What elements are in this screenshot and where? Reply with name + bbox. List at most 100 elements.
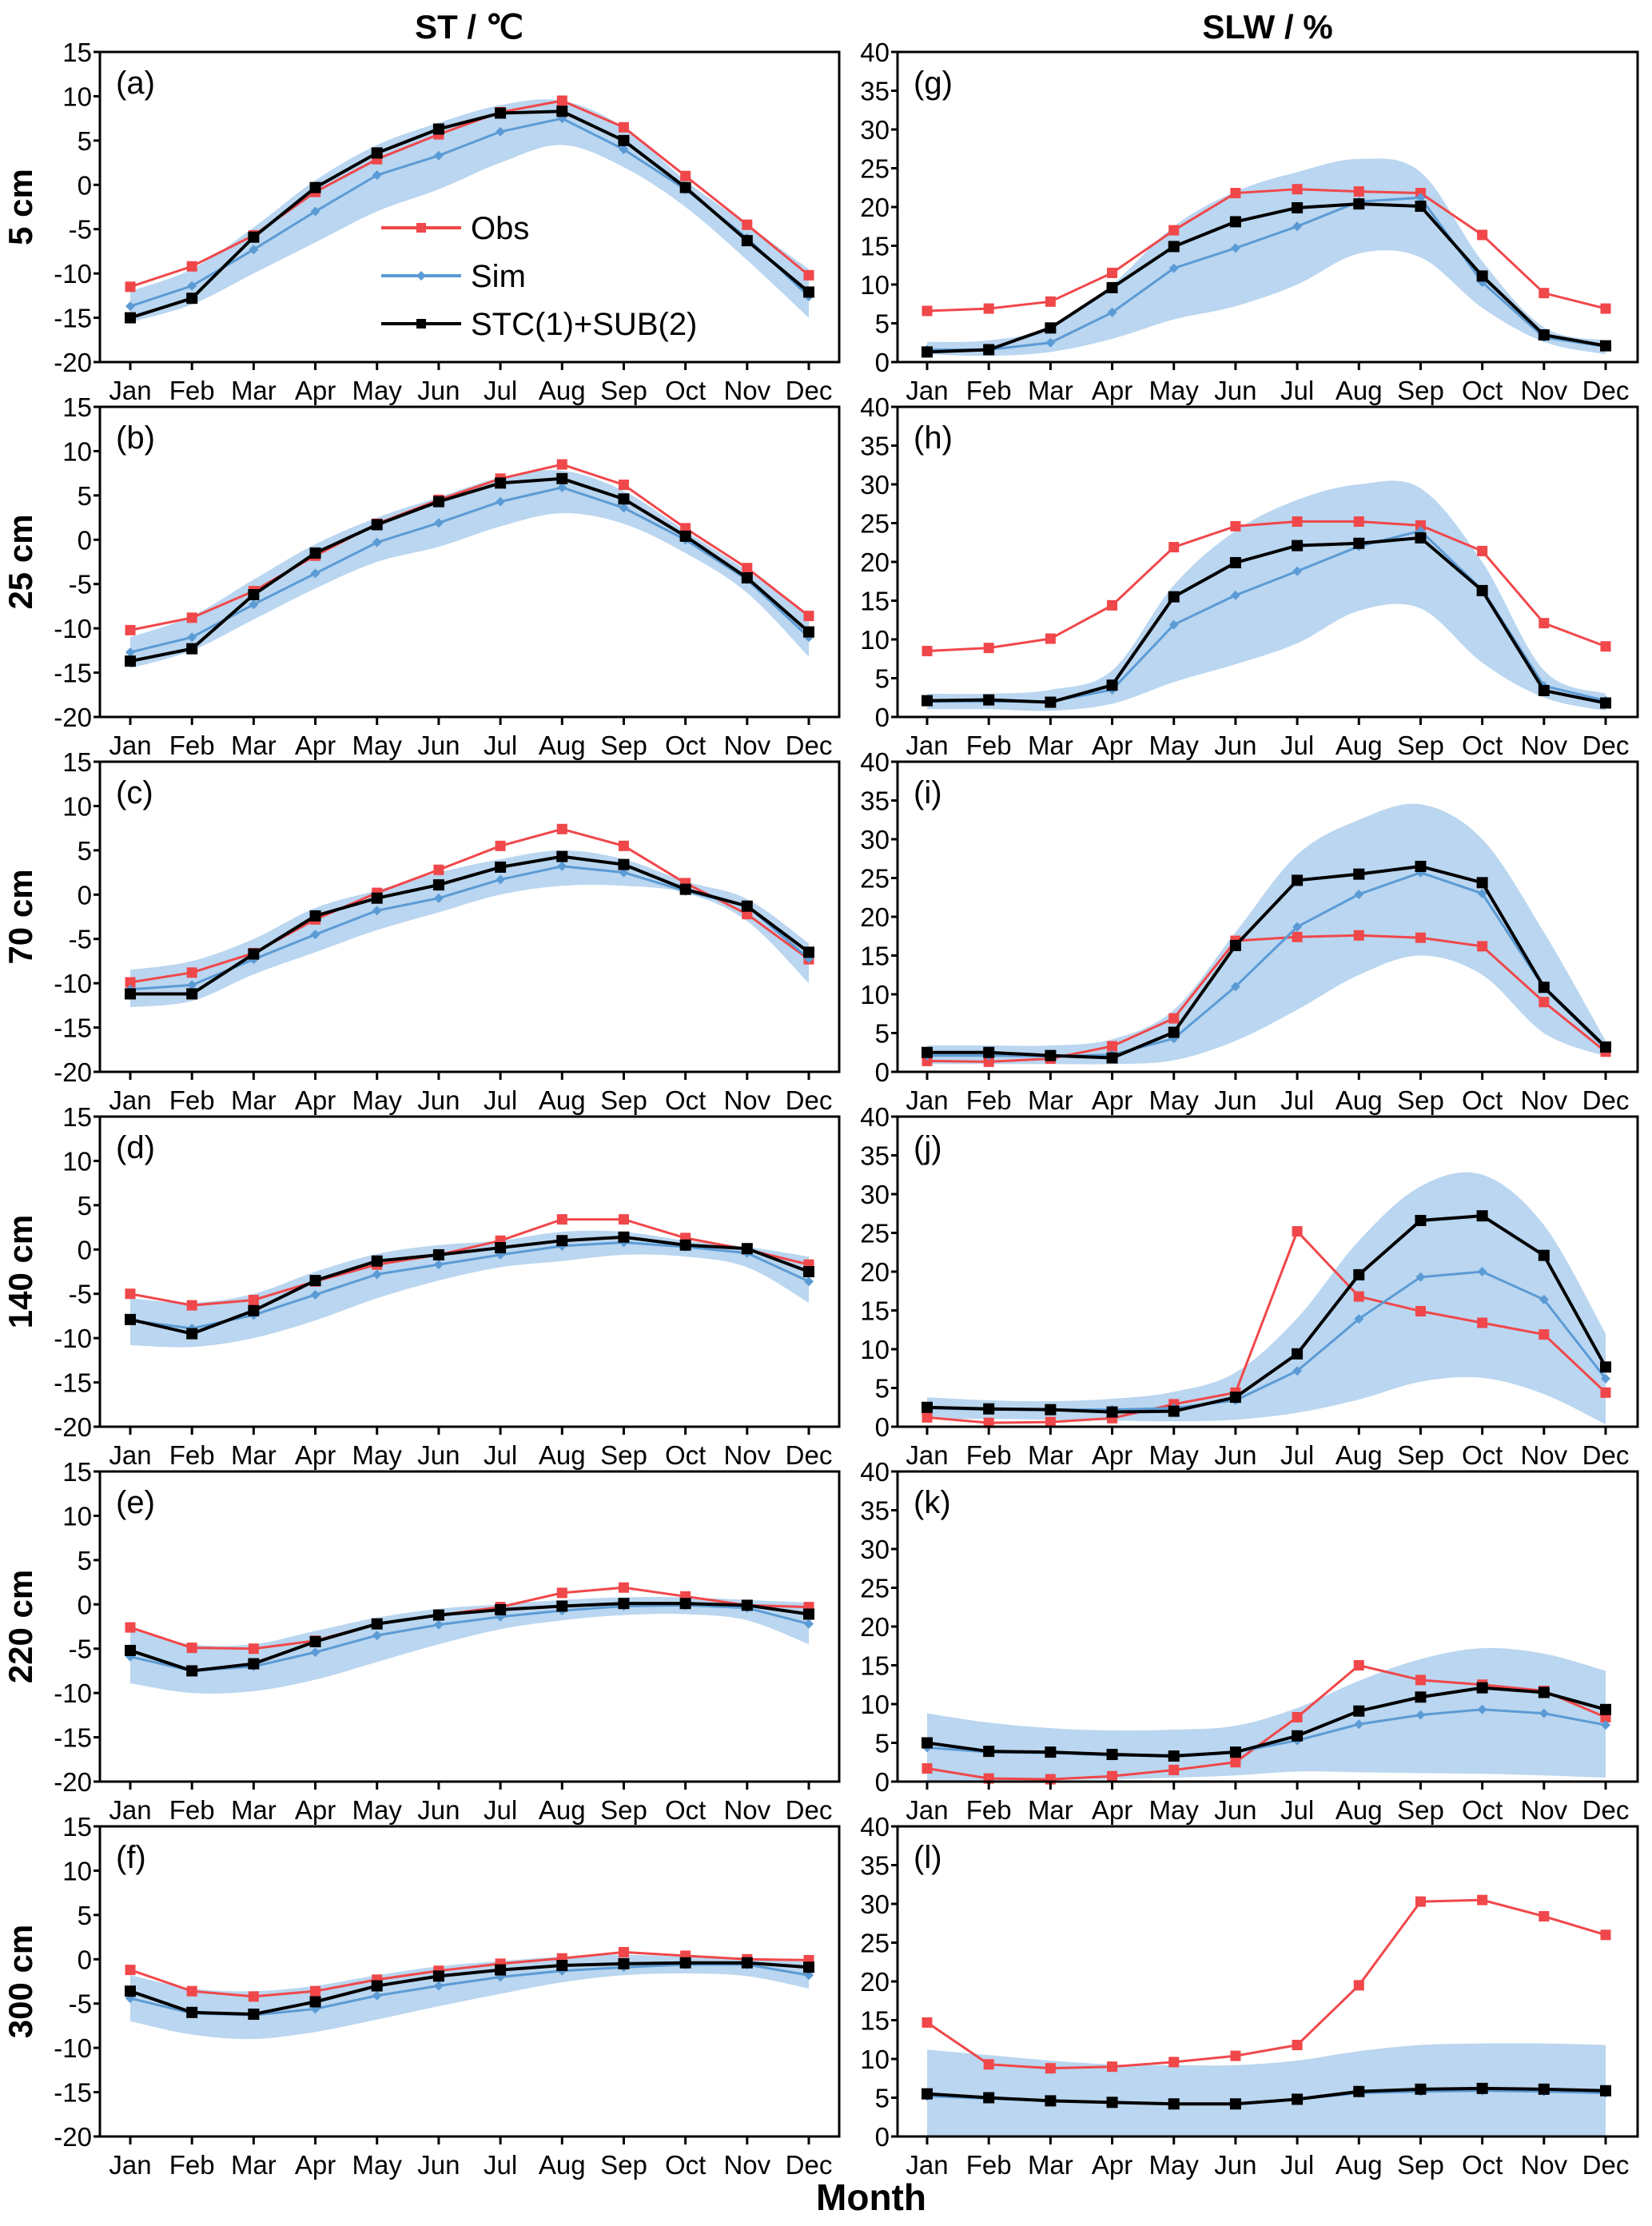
data-point xyxy=(983,1417,994,1428)
data-point xyxy=(922,1763,933,1774)
data-point xyxy=(310,1985,321,1997)
x-tick-label: May xyxy=(352,376,403,405)
data-point xyxy=(248,1658,260,1670)
data-point xyxy=(1538,2083,1550,2095)
data-point xyxy=(1415,520,1426,531)
data-point xyxy=(125,1965,136,1976)
x-tick-label: Apr xyxy=(295,376,336,405)
x-tick-label: Mar xyxy=(231,1440,277,1470)
data-point xyxy=(1229,1746,1241,1758)
data-point xyxy=(1168,1013,1180,1024)
x-tick-label: Jul xyxy=(484,1795,517,1825)
data-point xyxy=(1292,184,1303,195)
series-line xyxy=(926,2086,1606,2106)
data-point xyxy=(1601,1373,1610,1384)
data-point xyxy=(741,571,753,583)
data-point xyxy=(495,840,506,851)
data-point xyxy=(186,261,197,272)
series-line xyxy=(129,463,810,631)
y-tick-label: 0 xyxy=(875,348,890,377)
data-point xyxy=(495,1603,507,1615)
legend-item: Sim xyxy=(381,259,526,294)
x-tick-label: Aug xyxy=(539,2150,586,2180)
data-point xyxy=(922,2088,933,2100)
y-tick-label: 40 xyxy=(860,392,890,422)
data-point xyxy=(310,930,320,940)
data-point xyxy=(619,144,629,154)
data-point xyxy=(1477,1894,1488,1905)
data-point xyxy=(1292,931,1303,942)
x-tick-label: Jul xyxy=(1280,1085,1314,1115)
data-point xyxy=(125,1644,136,1656)
legend-label: Obs xyxy=(471,211,529,246)
data-point xyxy=(1106,1052,1118,1064)
data-point xyxy=(1106,679,1118,691)
y-tick-label: 15 xyxy=(62,38,92,67)
data-point xyxy=(1292,516,1303,528)
data-point xyxy=(1168,542,1180,553)
data-point xyxy=(679,1239,691,1251)
series-line xyxy=(926,1663,1606,1781)
x-tick-label: Jun xyxy=(1214,376,1256,405)
x-tick-label: Oct xyxy=(665,1440,706,1470)
data-point xyxy=(804,1276,814,1287)
row-label-depth: 140 cm xyxy=(2,1215,39,1328)
data-point xyxy=(186,643,198,655)
panel-letter: (c) xyxy=(116,775,153,810)
data-point xyxy=(556,95,567,106)
x-tick-label: Jan xyxy=(906,1795,948,1825)
y-tick-label: 40 xyxy=(860,1457,890,1487)
x-tick-label: Dec xyxy=(786,2150,833,2180)
x-tick-label: Oct xyxy=(665,1795,706,1825)
data-point xyxy=(433,893,444,903)
uncertainty-band xyxy=(927,1172,1606,1425)
y-tick-label: -20 xyxy=(54,703,92,732)
row-label-depth: 70 cm xyxy=(2,869,39,964)
x-tick-label: Dec xyxy=(1582,2150,1630,2180)
x-tick-label: Jun xyxy=(1214,1795,1256,1825)
data-point xyxy=(1292,1366,1303,1376)
data-point xyxy=(186,612,197,623)
data-point xyxy=(1600,641,1611,652)
series-stc-1-sub-2 xyxy=(125,106,814,324)
data-point xyxy=(1538,1686,1550,1698)
data-point xyxy=(371,1618,383,1630)
data-point xyxy=(1353,537,1365,549)
data-point xyxy=(1045,2095,1057,2107)
series-stc-1-sub-2 xyxy=(125,472,814,667)
data-point xyxy=(1539,288,1550,299)
y-tick-label: 5 xyxy=(78,481,92,511)
data-point xyxy=(983,1056,994,1067)
data-point xyxy=(433,864,444,875)
y-tick-label: 15 xyxy=(860,2006,890,2036)
x-tick-label: Mar xyxy=(231,2150,277,2180)
data-point xyxy=(1477,1704,1487,1714)
data-point xyxy=(1229,556,1241,568)
x-tick-label: Jan xyxy=(906,2150,948,2180)
data-point xyxy=(248,1294,259,1305)
data-point xyxy=(1230,243,1240,253)
panel-letter: (g) xyxy=(914,66,953,101)
data-point xyxy=(125,1985,136,1997)
x-tick-label: Aug xyxy=(1336,376,1383,405)
y-tick-label: -5 xyxy=(69,215,92,245)
data-point xyxy=(983,1746,995,1758)
panel-d: -20 -15 -10 -5 0 5 10 15 Jan Feb Mar Apr May Jun Jul Au… xyxy=(2,1102,841,1470)
series-stc-1-sub-2 xyxy=(922,532,1611,709)
data-point xyxy=(618,1582,629,1593)
x-tick-label: Sep xyxy=(1397,731,1444,760)
data-point xyxy=(922,1401,933,1413)
y-tick-label: 20 xyxy=(860,548,890,577)
data-point xyxy=(1538,1249,1550,1261)
x-tick-label: May xyxy=(1149,731,1200,760)
data-point xyxy=(372,1631,382,1641)
x-tick-label: Aug xyxy=(1336,2150,1383,2180)
y-tick-label: -15 xyxy=(54,2078,92,2108)
series-stc-1-sub-2 xyxy=(922,2082,1611,2110)
legend-marker xyxy=(416,223,426,233)
y-tick-label: 0 xyxy=(875,703,890,732)
data-point xyxy=(1539,1708,1549,1718)
data-point xyxy=(556,1235,568,1247)
uncertainty-band xyxy=(130,1230,809,1348)
x-tick-label: Oct xyxy=(665,1085,706,1115)
